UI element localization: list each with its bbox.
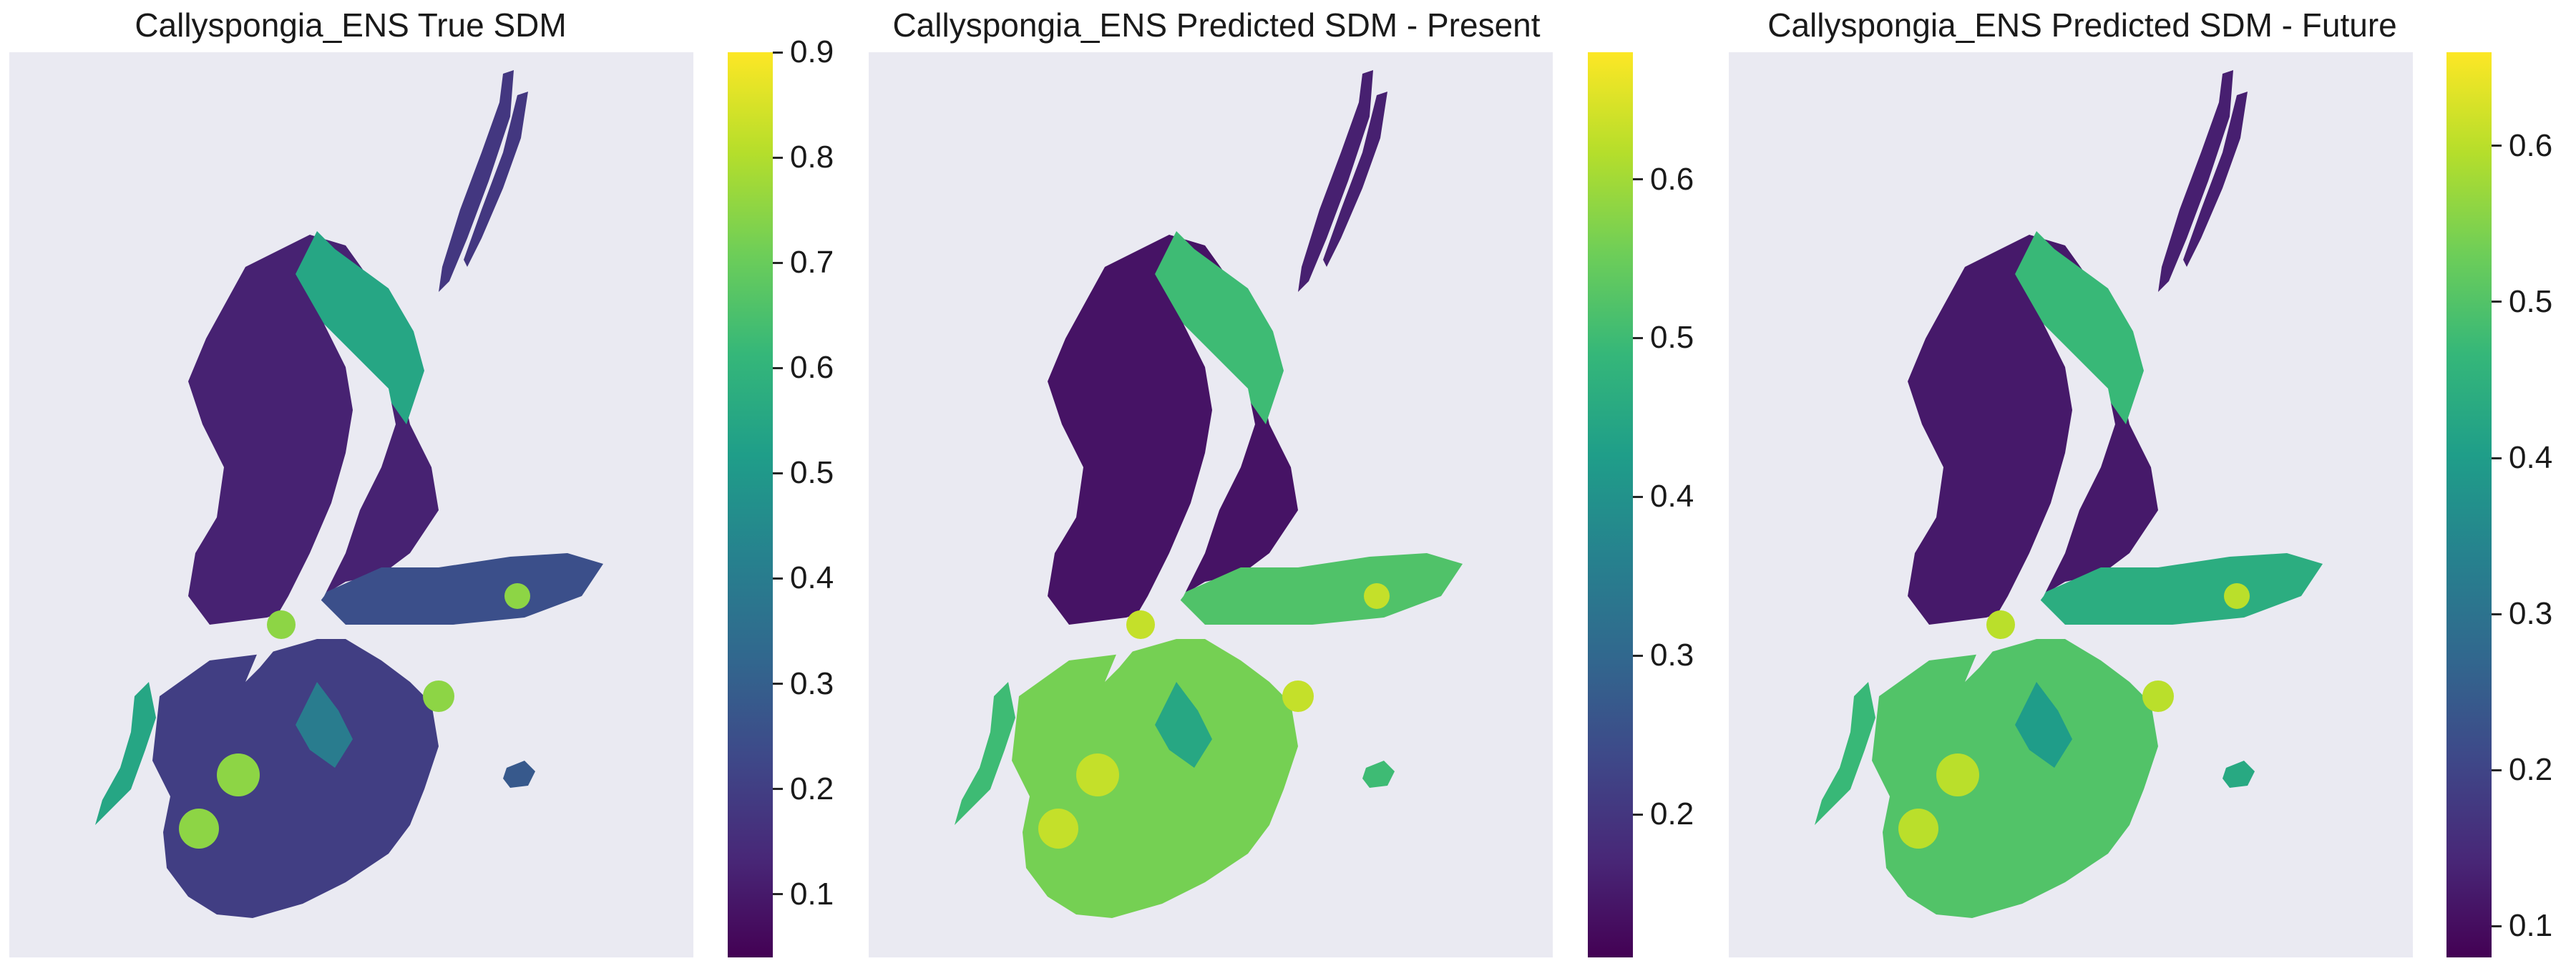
panel-1-map	[9, 52, 693, 957]
panel-2-hotspot	[1038, 809, 1078, 849]
panel-3-gap-area	[1965, 324, 2115, 682]
panel-3-hotspot	[2224, 583, 2250, 609]
panel-2-colorbar-tick-label: 0.5	[1650, 320, 1694, 356]
panel-3-hotspot	[1898, 809, 1938, 849]
panel-1-colorbar-tick-label: 0.6	[790, 350, 834, 386]
panel-2-colorbar-tick-label: 0.3	[1650, 638, 1694, 673]
panel-1-colorbar-tick-label: 0.1	[790, 876, 834, 912]
panel-1-hotspot	[423, 680, 454, 712]
panel-3-southern-basin-region	[1872, 639, 2158, 918]
panel-2-southern-basin-region	[1012, 639, 1298, 918]
panel-3-map	[1729, 52, 2413, 957]
panel-1-island-region	[503, 761, 535, 788]
panel-3-colorbar-tick	[2492, 301, 2502, 303]
panel-2-colorbar	[1588, 52, 1633, 957]
panel-2-northern-arm-region	[1298, 70, 1373, 292]
panel-2-map-svg	[955, 70, 1463, 918]
panel-1-western-strip-region	[95, 682, 156, 825]
panel-2-title: Callyspongia_ENS Predicted SDM - Present	[892, 6, 1541, 44]
panel-2-colorbar-tick	[1633, 654, 1643, 657]
panel-1-colorbar-ticks: 0.1 0.2 0.3 0.4 0.5 0.6 0.7 0.8 0.9	[773, 36, 859, 957]
panel-2-eastern-shelf-region	[1176, 553, 1463, 625]
panel-3-colorbar-tick-label: 0.2	[2509, 752, 2553, 788]
panel-1-colorbar-tick	[773, 472, 783, 474]
panel-1-northern-arm-region	[439, 70, 514, 292]
panel-1-colorbar-tick-label: 0.9	[790, 34, 834, 69]
panel-3-channel-region	[2015, 682, 2072, 768]
panel-2-colorbar-tick	[1633, 495, 1643, 498]
panel-1-colorbar-tick	[773, 893, 783, 896]
panel-1-colorbar-tick-label: 0.2	[790, 771, 834, 806]
panel-2-colorbar-ticks: 0.2 0.3 0.4 0.5 0.6	[1633, 52, 1719, 957]
panel-1-colorbar-tick	[773, 788, 783, 791]
panel-3-colorbar-tick	[2492, 613, 2502, 615]
panel-2-hotspot	[1126, 610, 1155, 639]
panel-1-northern-arm-outer-region	[464, 92, 528, 267]
panel-2-hotspot	[1364, 583, 1390, 609]
panel-2-map	[869, 52, 1553, 957]
panel-2-colorbar-tick	[1633, 336, 1643, 339]
panel-1-colorbar-tick-label: 0.3	[790, 665, 834, 701]
panel-1-colorbar-tick-label: 0.7	[790, 245, 834, 280]
panel-3-island-region	[2223, 761, 2255, 788]
panel-2-northern-arm-outer-region	[1323, 92, 1387, 267]
panel-1-colorbar	[728, 52, 773, 957]
panel-1-hotspot	[267, 610, 296, 639]
panel-3-colorbar-tick	[2492, 457, 2502, 459]
panel-2-channel-region	[1155, 682, 1212, 768]
panel-1-hotspot	[179, 809, 219, 849]
panel-3-title: Callyspongia_ENS Predicted SDM - Future	[1767, 6, 2397, 44]
panel-1-colorbar-tick-label: 0.8	[790, 140, 834, 175]
panel-1-colorbar-tick	[773, 261, 783, 264]
panel-3-colorbar-tick	[2492, 769, 2502, 771]
panel-1-colorbar-tick	[773, 156, 783, 159]
panel-3-colorbar	[2446, 52, 2492, 957]
panel-3-hotspot	[2142, 680, 2174, 712]
panel-1-channel-region	[296, 682, 353, 768]
panel-2-hotspot	[1076, 753, 1119, 796]
panel-2-western-strip-region	[955, 682, 1015, 825]
panel-1-hotspot	[504, 583, 530, 609]
panel-3-colorbar-tick	[2492, 924, 2502, 927]
panel-1-colorbar-tick-label: 0.5	[790, 455, 834, 491]
panel-3-colorbar-tick-label: 0.3	[2509, 596, 2553, 632]
panel-3-colorbar-tick-label: 0.6	[2509, 127, 2553, 163]
panel-3-eastern-shelf-region	[2036, 553, 2323, 625]
panel-2-coastal-band-region	[1155, 231, 1284, 424]
panel-3-hotspot	[1936, 753, 1979, 796]
panel-1-coastal-band-region	[296, 231, 424, 424]
panel-3-colorbar-ticks: 0.1 0.2 0.3 0.4 0.5 0.6	[2492, 52, 2576, 957]
panel-2-colorbar-tick	[1633, 813, 1643, 816]
panel-1-colorbar-tick	[773, 366, 783, 369]
panel-1-colorbar-tick	[773, 577, 783, 580]
panel-1-gap-area	[245, 324, 396, 682]
panel-2-island-region	[1362, 761, 1395, 788]
panel-3-colorbar-tick-label: 0.1	[2509, 908, 2553, 944]
panel-1-title: Callyspongia_ENS True SDM	[135, 6, 567, 44]
panel-3-colorbar-tick-label: 0.5	[2509, 283, 2553, 319]
panel-3-northern-arm-region	[2158, 70, 2233, 292]
panel-3-western-strip-region	[1815, 682, 1875, 825]
panel-3-colorbar-tick	[2492, 145, 2502, 147]
panel-2-colorbar-tick-label: 0.2	[1650, 796, 1694, 832]
panel-3-hotspot	[1986, 610, 2015, 639]
panel-2-hotspot	[1282, 680, 1314, 712]
panel-1-hotspot	[217, 753, 260, 796]
panel-2-gap-area	[1105, 324, 1255, 682]
panel-2-colorbar-tick-label: 0.4	[1650, 479, 1694, 514]
panel-1-southern-basin-region	[152, 639, 439, 918]
panel-2-colorbar-tick-label: 0.6	[1650, 161, 1694, 197]
panel-1-colorbar-tick	[773, 683, 783, 686]
panel-2-colorbar-tick	[1633, 178, 1643, 181]
panel-1-map-svg	[95, 70, 603, 918]
panel-3-coastal-band-region	[2015, 231, 2144, 424]
panel-1-colorbar-tick	[773, 51, 783, 54]
panel-1-eastern-shelf-region	[317, 553, 603, 625]
panel-3-northern-arm-outer-region	[2183, 92, 2248, 267]
panel-3-map-svg	[1815, 70, 2323, 918]
panel-1-colorbar-tick-label: 0.4	[790, 560, 834, 596]
panel-3-colorbar-tick-label: 0.4	[2509, 440, 2553, 476]
